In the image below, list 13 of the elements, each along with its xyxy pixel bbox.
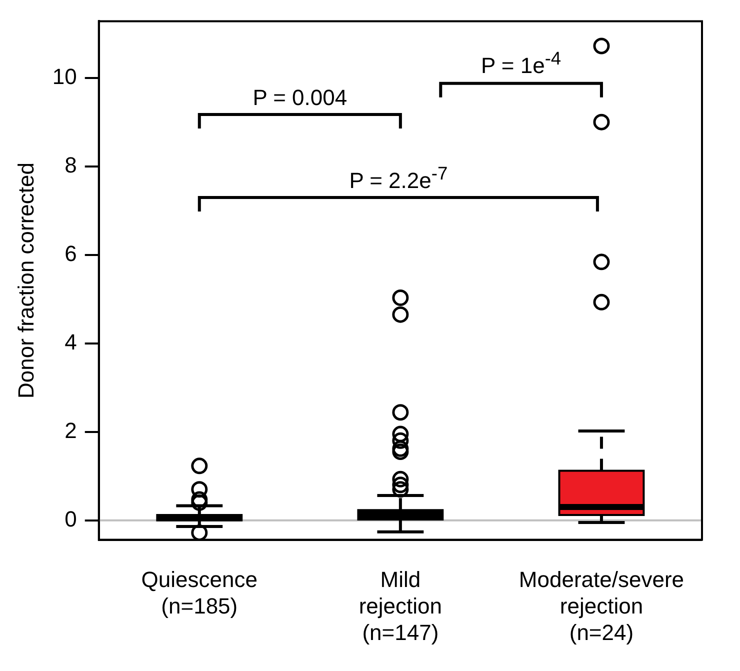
x-tick-label: Mild rejection (n=147) bbox=[358, 567, 442, 645]
annotation: P = 0.004 bbox=[252, 84, 348, 111]
y-axis-title: Donor fraction corrected bbox=[13, 162, 38, 398]
y-tick-label: 10 bbox=[52, 64, 77, 89]
y-tick-label: 0 bbox=[64, 506, 77, 532]
y-tick-label: 8 bbox=[64, 152, 77, 178]
x-tick-label: Moderate/severe rejection (n=24) bbox=[518, 567, 684, 645]
y-tick-label: 6 bbox=[64, 240, 77, 266]
x-tick-label: Quiescence (n=185) bbox=[141, 567, 258, 618]
y-tick-label: 2 bbox=[64, 418, 77, 443]
y-tick-label: 4 bbox=[64, 329, 77, 354]
annotation: P = 1e$^{-4}$ bbox=[480, 48, 562, 80]
annotation: P = 2.2e$^{-7}$ bbox=[349, 162, 448, 194]
